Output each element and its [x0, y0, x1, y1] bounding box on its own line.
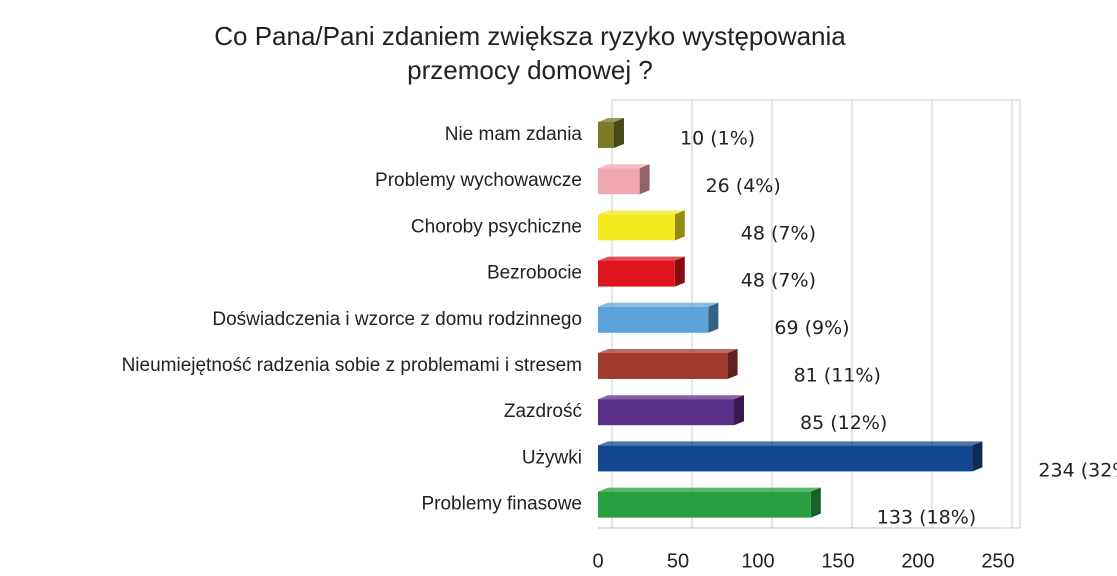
bar-side: [708, 302, 719, 333]
y-tick-label: Zazdrość: [504, 401, 582, 422]
y-tick-label: Choroby psychiczne: [411, 216, 582, 237]
value-label: 10 (1%): [680, 128, 755, 150]
chart-title: przemocy domowej ?: [407, 55, 653, 85]
bar: [598, 214, 675, 241]
x-tick-label: 200: [901, 550, 934, 572]
bar-side: [614, 118, 624, 148]
y-tick-label: Problemy finasowe: [421, 494, 582, 515]
x-tick-label: 0: [592, 550, 603, 572]
bar-side: [674, 256, 685, 287]
value-label: 69 (9%): [774, 317, 849, 339]
bar-top: [598, 441, 983, 446]
chart-title: Co Pana/Pani zdaniem zwiększa ryzyko wys…: [214, 21, 846, 51]
value-label: 26 (4%): [706, 175, 781, 197]
bar: [598, 399, 734, 426]
y-tick-label: Bezrobocie: [487, 263, 582, 284]
value-label: 48 (7%): [741, 270, 816, 292]
bar: [598, 122, 614, 148]
bar-top: [598, 302, 719, 307]
x-tick-label: 150: [821, 550, 854, 572]
bar-top: [598, 349, 738, 353]
bar-side: [734, 395, 744, 426]
bar: [598, 353, 728, 379]
y-tick-label: Problemy wychowawcze: [375, 170, 582, 191]
bar-top: [598, 395, 744, 400]
bar-top: [598, 164, 650, 169]
bar-top: [598, 487, 821, 492]
value-label: 133 (18%): [877, 507, 976, 529]
value-label: 48 (7%): [741, 222, 816, 244]
y-tick-label: Nie mam zdania: [445, 124, 583, 145]
bar-side: [674, 210, 685, 241]
value-label: 234 (32%): [1038, 459, 1117, 481]
bar: [598, 491, 811, 518]
x-tick-label: 250: [981, 550, 1014, 572]
bar-side: [972, 441, 983, 472]
y-tick-label: Nieumiejętność radzenia sobie z problema…: [122, 355, 582, 376]
y-tick-label: Doświadczenia i wzorce z domu rodzinnego: [212, 309, 582, 330]
y-tick-label: Używki: [522, 447, 582, 468]
bar: [598, 260, 675, 287]
bar-side: [727, 349, 738, 379]
bar-top: [598, 210, 685, 215]
bar: [598, 168, 640, 195]
bar-side: [639, 164, 650, 195]
bar: [598, 445, 973, 472]
bar: [598, 306, 709, 333]
x-tick-label: 100: [741, 550, 774, 572]
bar-top: [598, 118, 624, 122]
x-tick-label: 50: [667, 550, 689, 572]
bar-top: [598, 256, 685, 261]
bar-side: [810, 487, 821, 518]
value-label: 81 (11%): [794, 365, 881, 387]
value-label: 85 (12%): [800, 412, 887, 434]
